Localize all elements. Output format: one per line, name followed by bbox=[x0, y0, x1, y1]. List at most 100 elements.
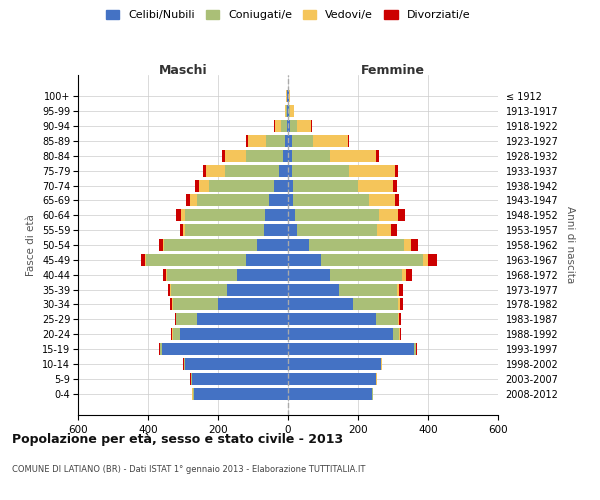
Bar bbox=[288, 194, 293, 206]
Bar bbox=[183, 224, 185, 236]
Bar bbox=[416, 343, 417, 355]
Text: COMUNE DI LATIANO (BR) - Dati ISTAT 1° gennaio 2013 - Elaborazione TUTTITALIA.IT: COMUNE DI LATIANO (BR) - Dati ISTAT 1° g… bbox=[12, 466, 365, 474]
Bar bbox=[265, 210, 288, 221]
Bar bbox=[285, 135, 288, 147]
Bar bbox=[410, 239, 418, 251]
Bar bbox=[404, 239, 410, 251]
Bar bbox=[353, 298, 398, 310]
Bar bbox=[288, 135, 292, 147]
Bar bbox=[292, 135, 313, 147]
Bar bbox=[191, 373, 192, 384]
Bar bbox=[288, 343, 414, 355]
Bar bbox=[414, 343, 416, 355]
Bar bbox=[168, 284, 170, 296]
Bar bbox=[175, 314, 176, 325]
Bar bbox=[395, 194, 399, 206]
Bar bbox=[197, 314, 288, 325]
Bar bbox=[227, 284, 288, 296]
Bar bbox=[185, 358, 288, 370]
Bar bbox=[309, 239, 404, 251]
Bar bbox=[141, 254, 145, 266]
Bar bbox=[163, 269, 166, 280]
Y-axis label: Anni di nascita: Anni di nascita bbox=[565, 206, 575, 284]
Bar bbox=[159, 343, 160, 355]
Bar bbox=[263, 224, 288, 236]
Bar bbox=[170, 298, 172, 310]
Bar bbox=[288, 90, 289, 102]
Bar bbox=[423, 254, 428, 266]
Bar bbox=[287, 120, 288, 132]
Bar bbox=[313, 135, 347, 147]
Bar bbox=[173, 298, 218, 310]
Bar bbox=[163, 239, 164, 251]
Bar bbox=[349, 165, 395, 176]
Text: Femmine: Femmine bbox=[361, 64, 425, 77]
Bar bbox=[285, 106, 286, 117]
Bar bbox=[395, 165, 398, 176]
Bar bbox=[269, 194, 288, 206]
Bar bbox=[406, 269, 412, 280]
Bar bbox=[257, 239, 288, 251]
Bar bbox=[295, 210, 379, 221]
Bar bbox=[209, 180, 274, 192]
Bar bbox=[185, 210, 265, 221]
Bar bbox=[186, 194, 190, 206]
Bar bbox=[159, 239, 163, 251]
Bar bbox=[288, 180, 293, 192]
Bar bbox=[400, 328, 401, 340]
Bar bbox=[185, 224, 263, 236]
Bar bbox=[199, 180, 209, 192]
Bar bbox=[281, 120, 287, 132]
Bar bbox=[181, 210, 185, 221]
Bar bbox=[381, 358, 382, 370]
Bar bbox=[179, 224, 183, 236]
Bar bbox=[245, 135, 248, 147]
Bar bbox=[288, 388, 372, 400]
Bar bbox=[293, 194, 368, 206]
Bar bbox=[292, 165, 349, 176]
Bar bbox=[288, 298, 353, 310]
Bar bbox=[330, 150, 376, 162]
Bar bbox=[397, 284, 400, 296]
Bar bbox=[248, 135, 266, 147]
Bar bbox=[145, 254, 146, 266]
Bar bbox=[171, 284, 227, 296]
Bar bbox=[376, 314, 398, 325]
Bar bbox=[288, 106, 289, 117]
Bar bbox=[288, 284, 339, 296]
Bar bbox=[286, 106, 287, 117]
Bar bbox=[288, 239, 309, 251]
Bar bbox=[192, 373, 288, 384]
Bar bbox=[288, 165, 292, 176]
Bar bbox=[279, 165, 288, 176]
Bar bbox=[368, 194, 395, 206]
Bar bbox=[358, 180, 393, 192]
Bar bbox=[287, 106, 288, 117]
Bar bbox=[330, 269, 402, 280]
Text: Popolazione per età, sesso e stato civile - 2013: Popolazione per età, sesso e stato civil… bbox=[12, 432, 343, 446]
Bar bbox=[184, 358, 185, 370]
Bar bbox=[289, 90, 290, 102]
Bar bbox=[266, 135, 285, 147]
Bar bbox=[246, 150, 283, 162]
Bar bbox=[293, 180, 358, 192]
Bar bbox=[398, 298, 400, 310]
Bar bbox=[246, 254, 288, 266]
Bar bbox=[166, 269, 167, 280]
Bar bbox=[288, 328, 393, 340]
Bar bbox=[377, 224, 391, 236]
Bar bbox=[297, 224, 377, 236]
Bar bbox=[170, 284, 171, 296]
Bar bbox=[206, 165, 225, 176]
Bar bbox=[288, 269, 330, 280]
Bar bbox=[398, 314, 400, 325]
Bar bbox=[225, 165, 279, 176]
Bar bbox=[221, 150, 225, 162]
Text: Maschi: Maschi bbox=[158, 64, 208, 77]
Bar bbox=[283, 150, 288, 162]
Bar bbox=[311, 120, 312, 132]
Bar bbox=[176, 314, 197, 325]
Bar bbox=[190, 194, 197, 206]
Bar bbox=[288, 254, 321, 266]
Bar bbox=[290, 120, 297, 132]
